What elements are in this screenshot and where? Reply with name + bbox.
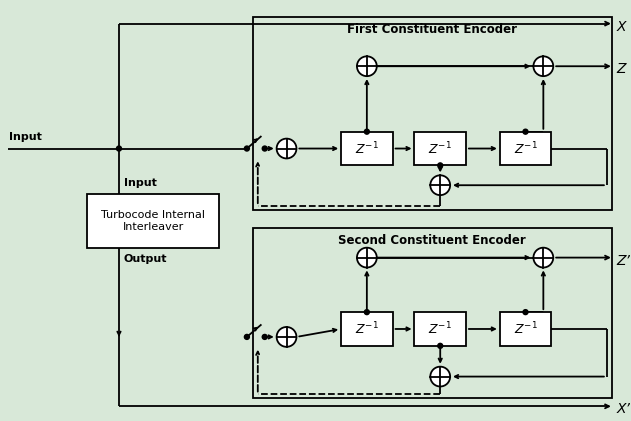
Circle shape [430,367,450,386]
Text: First Constituent Encoder: First Constituent Encoder [347,23,517,36]
Circle shape [244,146,249,151]
Circle shape [430,175,450,195]
Text: $Z^{-1}$: $Z^{-1}$ [355,321,379,337]
Bar [253,17,611,210]
Bar [87,194,219,248]
Circle shape [262,146,267,151]
Text: $Z^{-1}$: $Z^{-1}$ [355,140,379,157]
Circle shape [533,248,553,267]
Text: Input: Input [124,178,157,188]
Circle shape [533,56,553,76]
Circle shape [117,146,121,151]
Circle shape [438,163,443,168]
Text: $Z^{-1}$: $Z^{-1}$ [428,321,452,337]
Text: Turbocode Internal
Interleaver: Turbocode Internal Interleaver [101,210,205,232]
Circle shape [276,139,297,158]
Circle shape [262,334,267,339]
Bar [415,312,466,346]
Text: Z: Z [616,62,626,76]
Text: Input: Input [9,132,42,141]
Text: Second Constituent Encoder: Second Constituent Encoder [338,234,526,247]
Bar [500,312,551,346]
Bar [341,132,392,165]
Text: $Z^{-1}$: $Z^{-1}$ [514,140,538,157]
Circle shape [357,248,377,267]
Text: X’: X’ [616,402,630,416]
Text: $Z^{-1}$: $Z^{-1}$ [514,321,538,337]
Circle shape [364,129,369,134]
Circle shape [357,56,377,76]
Text: Output: Output [124,253,167,264]
Text: X: X [616,20,626,34]
Circle shape [276,327,297,347]
Circle shape [244,334,249,339]
Circle shape [523,129,528,134]
Text: Z’: Z’ [616,253,630,268]
Bar [253,228,611,398]
Circle shape [364,310,369,314]
Bar [415,132,466,165]
Bar [500,132,551,165]
Circle shape [523,310,528,314]
Bar [341,312,392,346]
Circle shape [438,344,443,348]
Text: $Z^{-1}$: $Z^{-1}$ [428,140,452,157]
